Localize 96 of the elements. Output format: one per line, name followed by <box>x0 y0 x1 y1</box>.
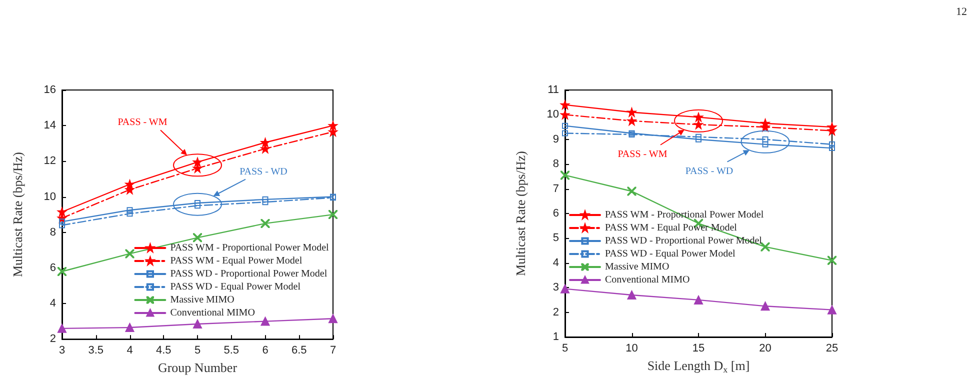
y-tick-label: 2 <box>50 333 56 346</box>
legend-label: PASS WM - Equal Power Model <box>605 222 738 234</box>
point <box>627 186 636 196</box>
y-tick-label: 5 <box>552 232 559 244</box>
legend-label: Massive MIMO <box>170 294 234 306</box>
annotation: PASS - WM <box>618 148 668 160</box>
point <box>193 164 202 173</box>
point <box>762 136 768 142</box>
legend-label: Conventional MIMO <box>170 308 255 318</box>
y-tick-label: 6 <box>50 262 56 274</box>
legend-label: PASS WD - Equal Power Model <box>605 248 736 260</box>
x-tick-label: 3.5 <box>88 344 104 357</box>
x-tick-label: 15 <box>692 342 705 354</box>
point <box>696 136 702 142</box>
y-tick-label: 8 <box>50 226 56 238</box>
x-tick-label: 5 <box>562 342 568 354</box>
point <box>762 141 768 148</box>
y-tick-label: 4 <box>50 298 56 310</box>
point <box>696 134 702 140</box>
y-tick-label: 6 <box>552 208 559 220</box>
point <box>58 324 66 333</box>
x-tick-label: 6.5 <box>291 344 307 357</box>
y-tick-label: 7 <box>552 182 559 195</box>
point <box>328 314 338 324</box>
point <box>260 138 270 147</box>
point <box>59 222 65 228</box>
legend-label: Conventional MIMO <box>605 274 690 286</box>
point <box>560 170 570 180</box>
point <box>125 323 134 332</box>
y-tick-label: 4 <box>552 256 559 269</box>
y-tick-label: 1 <box>552 331 559 343</box>
point <box>562 130 568 136</box>
point <box>562 122 568 129</box>
point <box>828 256 836 265</box>
point <box>328 121 338 130</box>
point <box>627 108 636 117</box>
point <box>828 305 836 314</box>
annotation: PASS - WD <box>685 166 734 177</box>
x-tick-label: 5 <box>194 344 201 357</box>
point <box>328 210 338 220</box>
x-tick-label: 25 <box>826 342 838 354</box>
x-tick-label: 5.5 <box>224 344 240 357</box>
x-tick-label: 6 <box>262 344 268 357</box>
point <box>193 233 202 242</box>
y-tick-label: 9 <box>552 133 559 146</box>
point <box>694 120 703 130</box>
legend-label: PASS WM - Equal Power Model <box>170 256 302 266</box>
y-axis-title: Multicast Rate (bps/Hz) <box>10 152 25 278</box>
point <box>260 218 270 228</box>
point <box>193 319 202 328</box>
y-tick-label: 16 <box>44 84 56 96</box>
y-tick-label: 12 <box>44 155 56 168</box>
point <box>760 242 770 252</box>
point <box>125 249 134 258</box>
point <box>260 316 270 326</box>
y-tick-label: 10 <box>44 190 56 203</box>
x-tick-label: 7 <box>330 344 336 357</box>
point <box>58 266 66 276</box>
x-axis-title: Group Number <box>158 360 238 375</box>
point <box>627 290 636 300</box>
text: 12 <box>956 6 967 18</box>
y-axis-title: Multicast Rate (bps/Hz) <box>513 151 528 276</box>
legend-label: PASS WM - Proportional Power Model <box>170 242 330 254</box>
y-tick-label: 8 <box>552 158 559 170</box>
point <box>694 295 703 304</box>
x-tick-label: 4 <box>126 344 133 357</box>
point <box>829 145 835 152</box>
y-tick-label: 14 <box>44 120 56 132</box>
point <box>58 207 66 216</box>
annotation: PASS - WD <box>240 166 288 178</box>
point <box>560 110 570 120</box>
y-tick-label: 10 <box>546 108 559 121</box>
point <box>760 302 770 311</box>
point <box>126 210 133 217</box>
point <box>694 112 703 122</box>
point <box>126 207 133 214</box>
point <box>328 127 338 136</box>
x-tick-label: 3 <box>58 344 66 357</box>
point <box>627 116 636 126</box>
point <box>829 141 835 148</box>
y-tick-label: 2 <box>552 306 559 318</box>
legend-label: PASS WD - Proportional Power Model <box>170 268 328 280</box>
point <box>560 284 570 294</box>
legend-label: PASS WD - Equal Power Model <box>170 282 301 292</box>
point <box>262 199 268 206</box>
x-tick-label: 4.5 <box>156 344 172 357</box>
x-tick-label: 10 <box>626 342 638 354</box>
legend-label: Massive MIMO <box>605 262 670 272</box>
point <box>193 158 202 167</box>
x-tick-label: 20 <box>759 342 772 354</box>
y-tick-label: 3 <box>552 282 559 294</box>
annotation: PASS - WM <box>118 117 168 128</box>
point <box>260 144 270 154</box>
y-tick-label: 11 <box>548 84 559 96</box>
point <box>262 196 268 202</box>
point <box>560 100 570 110</box>
